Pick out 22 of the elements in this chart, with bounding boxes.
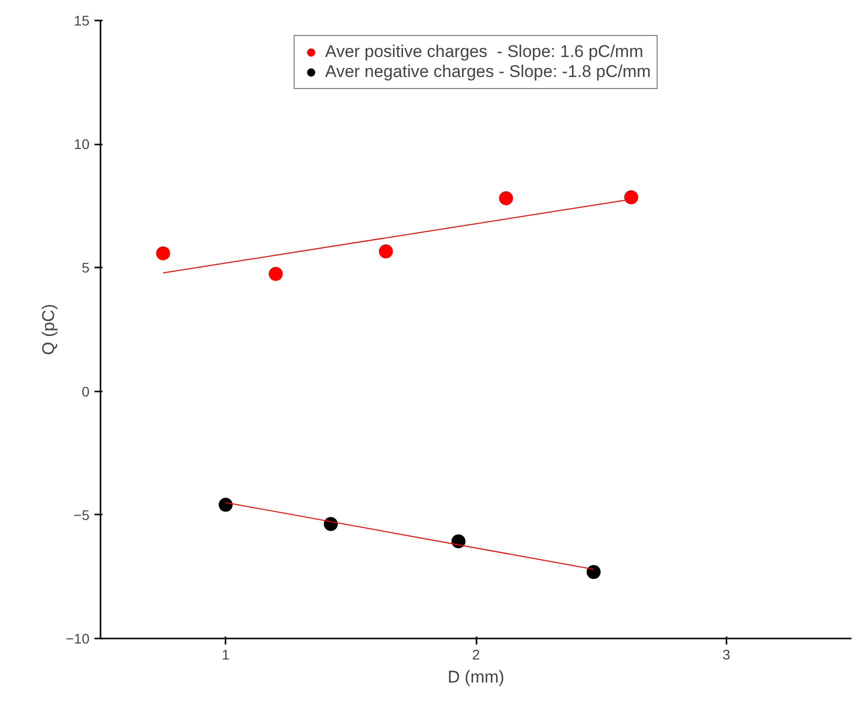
point bbox=[624, 190, 638, 204]
point bbox=[324, 517, 338, 532]
x-axis-title: D (mm) bbox=[448, 668, 504, 686]
y-tick-label: −10 bbox=[66, 630, 90, 646]
x-tick-label: 1 bbox=[222, 646, 230, 662]
point bbox=[268, 266, 283, 281]
legend-label: Aver negative charges - Slope: -1.8 pC/mm bbox=[325, 62, 651, 82]
point bbox=[378, 244, 393, 258]
point bbox=[156, 246, 170, 260]
y-tick-label: 10 bbox=[74, 136, 90, 152]
point bbox=[586, 565, 601, 579]
point bbox=[499, 191, 514, 206]
legend-label: Aver positive charges - Slope: 1.6 pC/mm bbox=[325, 42, 644, 62]
point bbox=[451, 534, 466, 548]
y-tick-label: −5 bbox=[74, 506, 90, 523]
point bbox=[218, 498, 233, 512]
y-tick-label: 0 bbox=[82, 383, 90, 400]
y-tick-label: 15 bbox=[74, 12, 90, 28]
y-tick-label: 5 bbox=[82, 260, 90, 276]
x-tick-label: 2 bbox=[472, 646, 480, 662]
y-axis-title: Q (pC) bbox=[38, 304, 58, 355]
x-tick-label: 3 bbox=[722, 646, 730, 662]
